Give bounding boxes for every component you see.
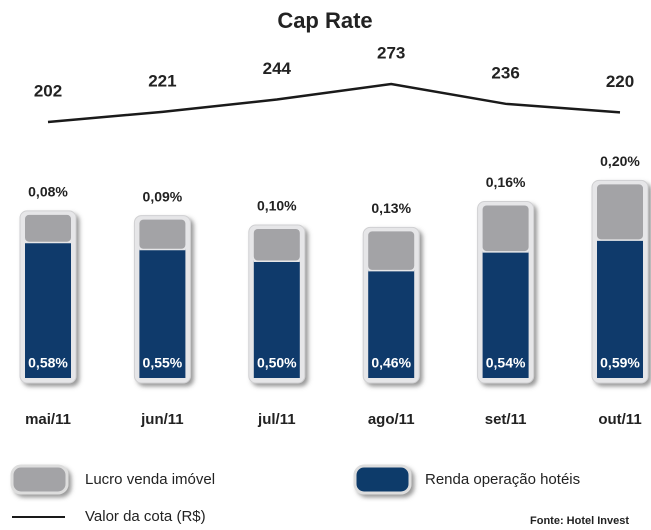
x-tick-label: mai/11: [25, 411, 71, 428]
value-label: 202: [34, 81, 62, 100]
legend-swatch: [10, 464, 69, 495]
value-label: 0,54%: [486, 355, 526, 371]
x-tick-label: ago/11: [368, 411, 415, 428]
bar-segment: [482, 205, 529, 252]
legend-label: Renda operação hotéis: [425, 471, 580, 488]
value-label: 0,10%: [257, 198, 297, 214]
legend: Lucro venda imóvel Renda operação hotéis…: [10, 464, 580, 525]
legend-swatch: [353, 464, 412, 495]
value-label: 0,58%: [28, 355, 68, 371]
value-label: 0,20%: [600, 153, 640, 169]
bar-segment: [253, 260, 300, 378]
value-label: 0,08%: [28, 184, 68, 200]
bar-segment: [482, 251, 529, 378]
line: [47, 82, 621, 124]
value-label: 273: [377, 44, 405, 63]
value-label: 0,09%: [143, 188, 183, 204]
chart-title: Cap Rate: [277, 8, 372, 33]
value-label: 0,13%: [371, 200, 411, 216]
bar-segment: [25, 214, 71, 242]
value-label: 0,50%: [257, 355, 297, 371]
bar-segment: [253, 229, 300, 261]
bar-segment: [597, 184, 643, 240]
x-tick-label: out/11: [598, 411, 641, 428]
value-label: 0,16%: [486, 174, 526, 190]
bar-segment: [139, 248, 186, 378]
legend-label: Lucro venda imóvel: [85, 471, 215, 488]
x-tick-label: jul/11: [257, 411, 296, 428]
value-label: 221: [148, 71, 176, 90]
bar-segment: [368, 269, 415, 378]
x-tick-label: jun/11: [140, 411, 184, 428]
value-label: 220: [606, 72, 634, 91]
x-tick-label: set/11: [485, 411, 527, 428]
value-label: 0,59%: [600, 355, 640, 371]
value-label: 236: [491, 63, 519, 82]
bar-segment: [597, 239, 643, 378]
bar-segment: [368, 231, 415, 270]
bar-segment: [25, 241, 71, 378]
bar-segment: [139, 219, 186, 249]
value-label: 0,55%: [143, 355, 183, 371]
value-label: 0,46%: [371, 355, 411, 371]
source: Fonte: Hotel Invest: [530, 515, 629, 527]
legend-label: Valor da cota (R$): [85, 508, 206, 525]
value-label: 244: [263, 59, 292, 78]
